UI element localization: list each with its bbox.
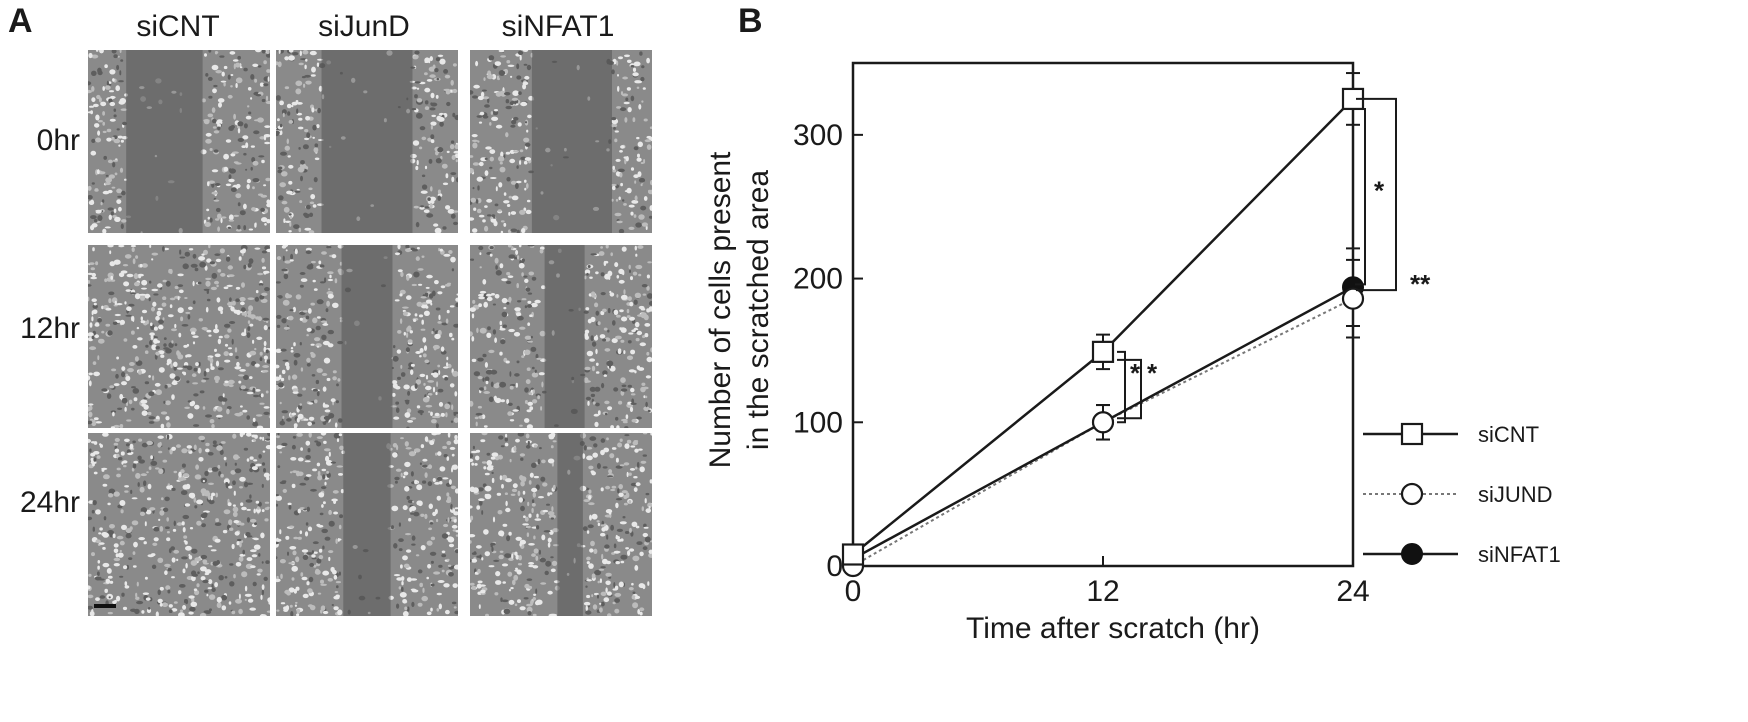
significance-bracket-24-b — [1356, 97, 1397, 292]
panel-a-letter: A — [8, 2, 33, 40]
significance-label-12-a: * — [1130, 358, 1141, 388]
x-axis-title: Time after scratch (hr) — [966, 612, 1260, 645]
micrograph-siJunD-0hr — [276, 50, 458, 233]
y-axis-title-line-1: Number of cells present — [704, 151, 737, 468]
micrograph-siCNT-0hr — [88, 50, 270, 233]
x-tick-label-12: 12 — [1086, 575, 1119, 608]
y-axis-title-line-2: in the scratched area — [742, 170, 775, 450]
micrograph-siCNT-24hr — [88, 433, 270, 616]
micrograph-siNFAT1-12hr — [470, 245, 652, 428]
point-siJUND-12 — [1091, 411, 1115, 434]
y-tick-label-200: 200 — [793, 263, 843, 296]
row-label-24hr: 24hr — [19, 486, 80, 519]
significance-bracket-12-b — [1117, 358, 1142, 420]
y-tick-label-300: 300 — [793, 119, 843, 152]
column-label-sinfat1: siNFAT1 — [501, 10, 615, 43]
micrograph-siNFAT1-24hr — [470, 433, 652, 616]
micrograph-siNFAT1-0hr — [470, 50, 652, 233]
y-tick-label-100: 100 — [793, 406, 843, 439]
micrograph-siCNT-12hr — [88, 245, 270, 428]
x-tick-label-0: 0 — [845, 575, 862, 608]
column-label-sicnt: siCNT — [136, 10, 220, 43]
legend-marker-siNFAT1 — [1401, 543, 1423, 565]
y-tick-label-0: 0 — [826, 550, 843, 583]
legend-marker-siJUND — [1400, 482, 1424, 506]
panel-b-letter: B — [738, 2, 763, 40]
column-label-sijund: siJunD — [318, 10, 410, 43]
point-siCNT-0 — [841, 543, 865, 566]
legend-label-siCNT: siCNT — [1478, 422, 1539, 447]
legend-marker-siCNT — [1400, 422, 1424, 446]
significance-bracket-24-a — [1355, 107, 1366, 286]
significance-label-24-b: ** — [1410, 269, 1431, 299]
point-siJUND-24 — [1341, 287, 1365, 310]
point-siCNT-12 — [1091, 340, 1115, 363]
x-tick-label-24: 24 — [1336, 575, 1369, 608]
micrograph-siJunD-24hr — [276, 433, 458, 616]
scale-bar — [94, 604, 116, 608]
row-label-0hr: 0hr — [36, 124, 80, 157]
row-label-12hr: 12hr — [19, 312, 80, 345]
micrograph-siJunD-12hr — [276, 245, 458, 428]
significance-label-12-b: * — [1147, 358, 1158, 388]
legend-label-siNFAT1: siNFAT1 — [1478, 542, 1561, 567]
significance-label-24-a: * — [1374, 176, 1385, 206]
plot-frame — [851, 61, 1355, 568]
legend-label-siJUND: siJUND — [1478, 482, 1553, 507]
significance-bracket-12-a — [1117, 350, 1126, 424]
